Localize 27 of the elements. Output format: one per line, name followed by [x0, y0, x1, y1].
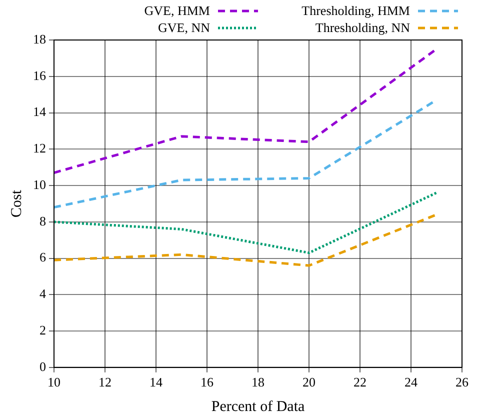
- x-tick-label: 16: [200, 374, 214, 390]
- line-series: [54, 192, 438, 254]
- x-tick-label: 26: [456, 374, 469, 390]
- y-tick-label: 12: [33, 140, 46, 156]
- x-tick-label: 18: [252, 374, 264, 390]
- legend-label: Thresholding, HMM: [302, 2, 410, 18]
- y-tick-label: 18: [33, 31, 46, 46]
- line-series: [54, 48, 438, 174]
- y-tick-label: 4: [40, 286, 46, 302]
- x-tick-label: 12: [98, 374, 112, 390]
- y-tick-label: 16: [33, 68, 46, 83]
- legend-label: GVE, NN: [158, 20, 210, 36]
- legend-label: Thresholding, NN: [315, 20, 410, 36]
- y-tick-label: 2: [40, 322, 46, 338]
- y-tick-label: 14: [33, 104, 46, 120]
- y-tick-label: 6: [40, 250, 46, 265]
- x-axis-title: Percent of Data: [211, 398, 305, 415]
- legend-label: GVE, HMM: [144, 2, 210, 18]
- y-tick-label: 0: [40, 358, 46, 374]
- x-tick-label: 14: [150, 374, 163, 390]
- line-series: [54, 213, 438, 267]
- x-tick-label: 20: [302, 374, 316, 390]
- x-tick-label: 22: [354, 374, 366, 390]
- y-tick-label: 10: [33, 176, 46, 192]
- y-tick-label: 8: [40, 213, 46, 228]
- x-tick-label: 24: [404, 374, 418, 390]
- y-axis-title: Cost: [8, 189, 25, 218]
